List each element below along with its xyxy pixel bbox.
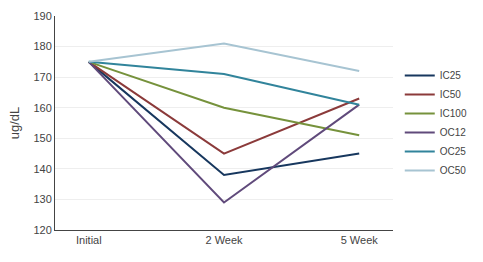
- svg-text:150: 150: [33, 132, 51, 144]
- svg-text:OC50: OC50: [440, 165, 467, 176]
- svg-text:140: 140: [33, 163, 51, 175]
- svg-text:IC50: IC50: [440, 89, 462, 100]
- svg-text:190: 190: [33, 10, 51, 22]
- svg-text:170: 170: [33, 71, 51, 83]
- svg-text:130: 130: [33, 193, 51, 205]
- svg-text:Initial: Initial: [76, 234, 102, 246]
- svg-text:ug/dL: ug/dL: [7, 107, 22, 140]
- svg-text:2 Week: 2 Week: [205, 234, 243, 246]
- svg-text:OC25: OC25: [440, 146, 467, 157]
- svg-text:IC100: IC100: [440, 108, 467, 119]
- svg-text:120: 120: [33, 224, 51, 236]
- svg-text:OC12: OC12: [440, 127, 467, 138]
- svg-text:IC25: IC25: [440, 70, 462, 81]
- svg-text:160: 160: [33, 102, 51, 114]
- svg-text:5 Week: 5 Week: [341, 234, 379, 246]
- svg-text:180: 180: [33, 40, 51, 52]
